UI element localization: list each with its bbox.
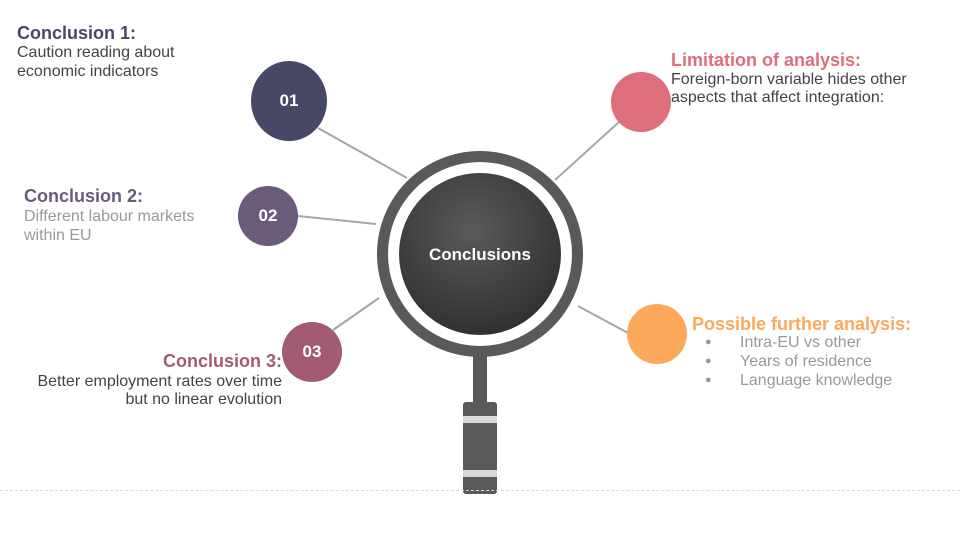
further-analysis-item: Language knowledge <box>705 371 892 390</box>
connector-line-3 <box>332 297 380 331</box>
limitation-text-line-2: aspects that affect integration: <box>671 89 885 106</box>
magnifier-handle-stripe <box>463 416 497 423</box>
further-analysis-item: Years of residence <box>705 352 892 371</box>
divider <box>0 490 960 491</box>
conclusion-2-title: Conclusion 2: <box>24 186 144 206</box>
conclusion-2-text-line-1: Different labour markets <box>24 208 195 225</box>
magnifier-handle-stripe <box>463 470 497 477</box>
conclusion-3-text-line-1: Better employment rates over time <box>37 373 282 390</box>
limitation-text-line-1: Foreign-born variable hides other <box>671 71 907 88</box>
further-analysis-title: Possible further analysis: <box>692 314 912 334</box>
conclusion-3-text-line-2: but no linear evolution <box>125 391 282 408</box>
conclusion-2-badge: 02 <box>238 186 298 246</box>
further-analysis-badge <box>627 304 687 364</box>
conclusion-3-title: Conclusion 3: <box>162 351 282 371</box>
limitation-badge <box>611 72 671 132</box>
further-analysis-list: Intra-EU vs other Years of residence Lan… <box>705 333 892 390</box>
connector-line-1 <box>317 127 408 179</box>
conclusion-1-text-line-2: economic indicators <box>17 63 159 80</box>
further-analysis-item: Intra-EU vs other <box>705 333 892 352</box>
magnifier-handle <box>463 402 497 494</box>
connector-line-limitation <box>554 121 620 181</box>
conclusion-3-badge: 03 <box>282 322 342 382</box>
magnifier-lens <box>399 173 561 335</box>
conclusion-1-title: Conclusion 1: <box>17 23 137 43</box>
limitation-title: Limitation of analysis: <box>671 50 862 70</box>
conclusion-2-text-line-2: within EU <box>24 227 92 244</box>
conclusion-1-text-line-1: Caution reading about <box>17 44 175 61</box>
conclusion-1-badge: 01 <box>251 61 327 141</box>
center-label: Conclusions <box>429 245 531 264</box>
magnifier-handle-neck <box>473 352 487 404</box>
connector-line-2 <box>297 215 377 225</box>
connector-line-further <box>577 305 629 334</box>
